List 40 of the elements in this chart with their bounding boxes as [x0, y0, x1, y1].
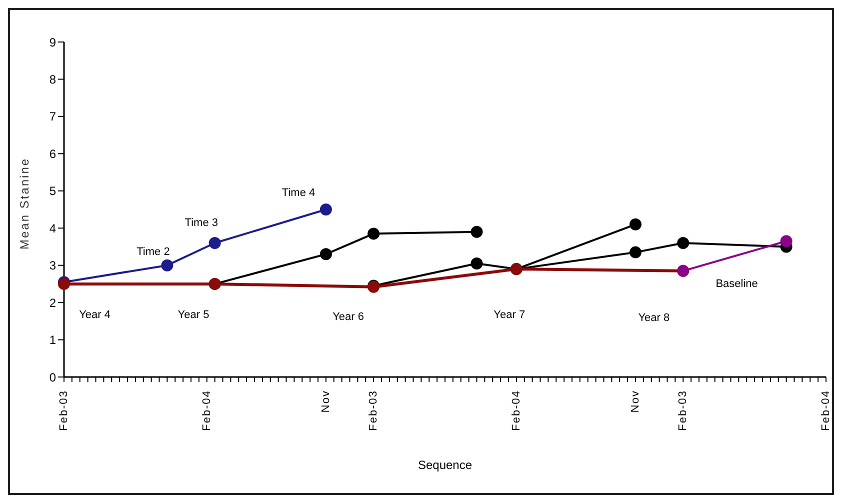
annotation: Time 2 [136, 246, 170, 258]
point [470, 257, 483, 270]
annotation: Time 4 [282, 186, 316, 199]
point [470, 226, 483, 238]
point [780, 235, 792, 248]
x-tick-label: Feb-03 [677, 390, 690, 431]
y-tick-label: 9 [49, 35, 56, 50]
x-tick-label: Feb-04 [510, 390, 522, 431]
annotation: Year 6 [332, 310, 364, 323]
point [320, 248, 332, 260]
y-tick-label: 2 [49, 296, 56, 310]
point [368, 228, 380, 240]
x-tick-label: Feb-03 [58, 390, 70, 431]
y-tick-label: 8 [49, 72, 56, 86]
x-tick-label: Feb-04 [200, 390, 213, 431]
y-tick-label: 7 [49, 110, 56, 124]
point [208, 237, 221, 249]
annotation: Year 7 [494, 309, 526, 322]
x-tick-label: Feb-03 [368, 390, 380, 431]
x-axis-title: Sequence [418, 458, 472, 472]
y-axis-title: Mean Stanine [17, 157, 32, 250]
y-tick-label: 5 [49, 184, 56, 198]
x-tick-label: Nov [630, 390, 642, 413]
y-tick-label: 3 [49, 258, 56, 273]
y-tick-label: 4 [49, 221, 56, 236]
annotation: Year 4 [79, 309, 110, 322]
y-tick-label: 1 [49, 333, 56, 348]
annotation: Baseline [716, 278, 758, 290]
annotation: Year 5 [178, 309, 210, 322]
point [161, 259, 174, 272]
annotation: Time 3 [184, 216, 218, 229]
y-tick-label: 0 [49, 370, 56, 384]
point [320, 204, 332, 216]
point [630, 246, 642, 258]
point [677, 237, 690, 249]
x-tick-label: Feb-04 [820, 390, 832, 431]
x-tick-label: Nov [320, 390, 332, 413]
annotation: Year 8 [638, 312, 670, 324]
point [630, 218, 642, 230]
y-tick-label: 6 [49, 146, 56, 161]
